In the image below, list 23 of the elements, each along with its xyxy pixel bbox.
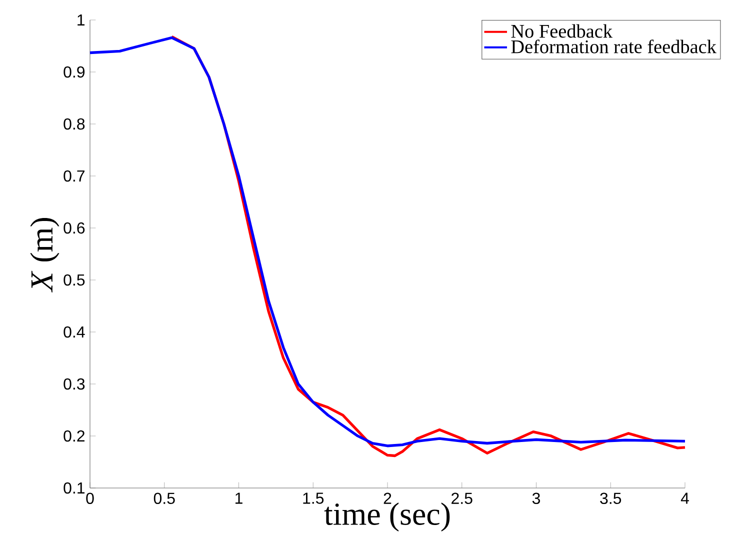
x-tick-label: 2.5: [452, 492, 472, 504]
y-tick-label: 0.4: [64, 326, 85, 338]
x-tick-label: 3.5: [600, 492, 622, 504]
x-tick-label: 4: [680, 492, 689, 504]
y-tick-label: 1: [78, 14, 85, 26]
legend-label: No Feedback: [511, 24, 613, 38]
y-tick-label: 0.7: [64, 170, 84, 182]
legend-label: Deformation rate feedback: [511, 40, 716, 54]
y-tick-label: 0.9: [64, 66, 85, 78]
y-tick-label: 0.3: [64, 378, 85, 390]
y-axis-title: X (m): [30, 218, 60, 292]
y-tick-label: 0.5: [64, 274, 85, 286]
x-tick-label: 2: [384, 492, 392, 504]
y-tick-label: 0.1: [64, 482, 85, 494]
x-tick-label: 1: [236, 492, 242, 504]
x-axis-title: time (sec): [324, 502, 450, 532]
x-tick-label: 3: [532, 492, 540, 504]
x-tick-label: 0: [86, 492, 94, 504]
x-tick-label: 1.5: [303, 492, 324, 504]
x-tick-label: 0.5: [154, 492, 175, 504]
y-tick-label: 0.8: [64, 118, 85, 130]
y-tick-label: 0.2: [64, 430, 84, 442]
y-tick-label: 0.6: [64, 222, 85, 234]
